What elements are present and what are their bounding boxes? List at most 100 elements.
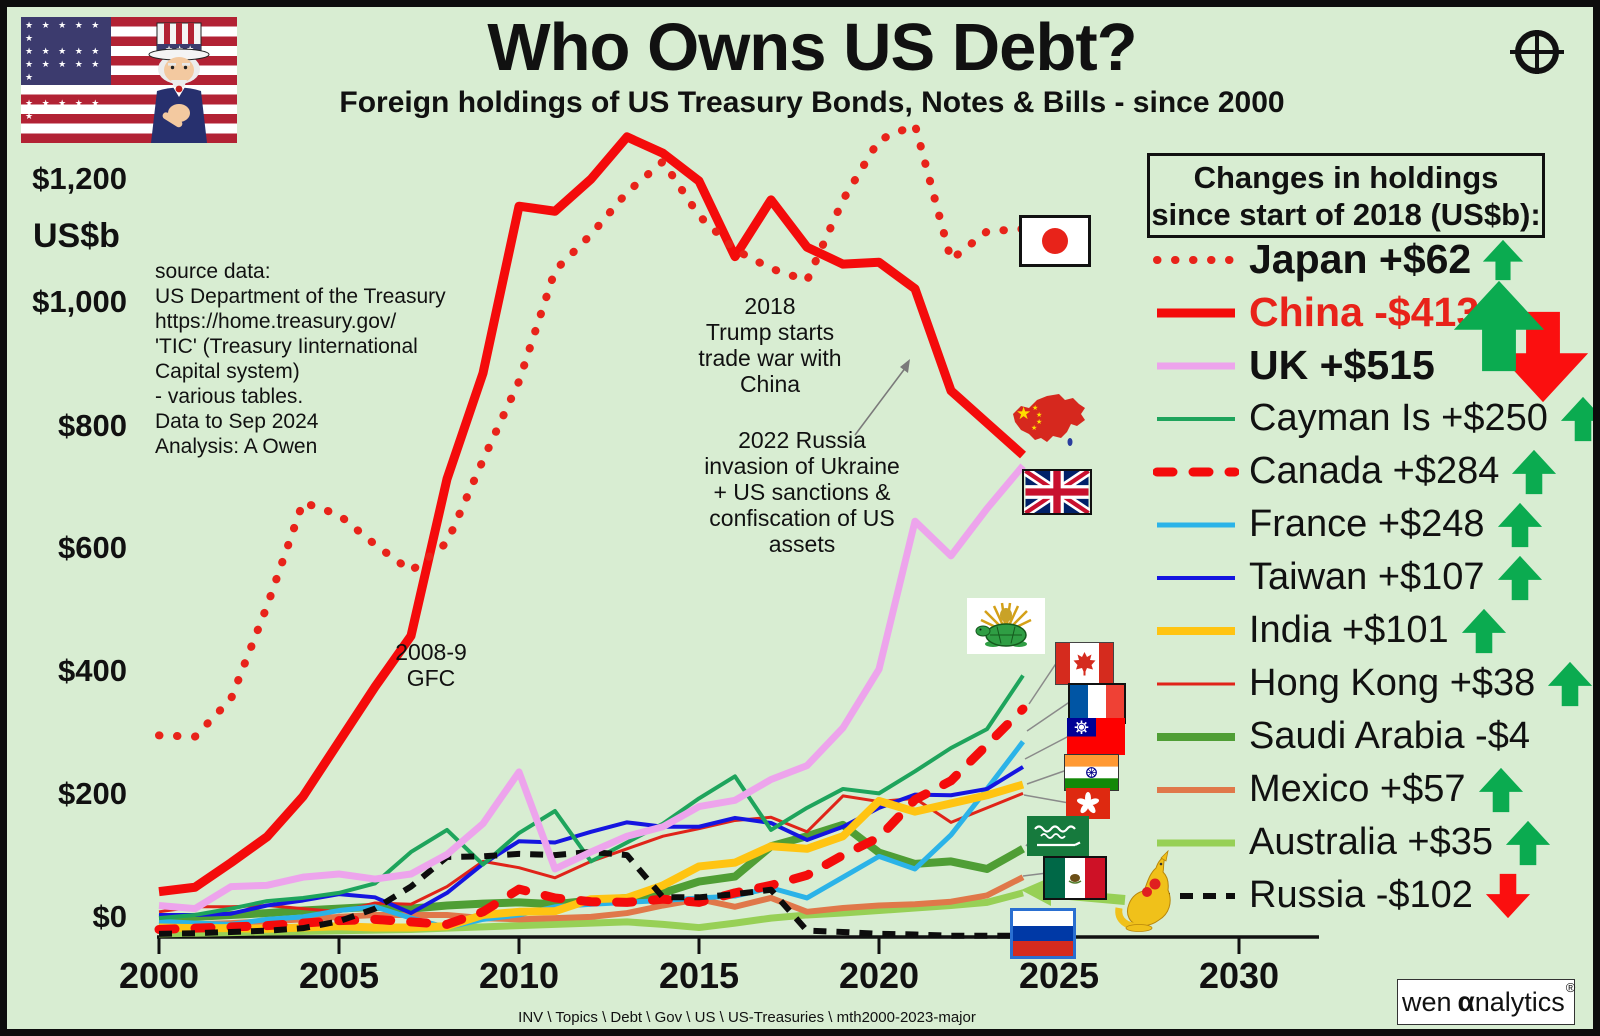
logo-alpha: α: [1457, 986, 1475, 1017]
x-axis-tick-label: 2000: [118, 955, 200, 996]
legend-line-sample: [1157, 733, 1235, 741]
logo-text-rest: nalytics: [1474, 986, 1565, 1017]
annotation-gfc: 2008-9 GFC: [395, 639, 467, 691]
legend-line-sample: [1153, 256, 1239, 264]
legend-item-japan: Japan +$62: [1153, 233, 1526, 286]
legend-label: China -$413: [1249, 289, 1480, 335]
series-line-canada: [154, 704, 1028, 934]
source-note-line: Data to Sep 2024: [155, 410, 319, 433]
saudi-arabia-flag-icon: [1027, 816, 1089, 856]
x-axis-tick-label: 2020: [838, 955, 920, 996]
y-axis-tick-label: $400: [58, 653, 127, 688]
legend-label: Japan +$62: [1249, 236, 1472, 282]
legend-arrow-up-icon: [1478, 767, 1523, 812]
legend-arrow-down-icon: [1485, 873, 1530, 918]
mexico-flag-icon: [1043, 856, 1107, 900]
page-subtitle: Foreign holdings of US Treasury Bonds, N…: [339, 86, 1285, 119]
page-title: Who Owns US Debt?: [487, 10, 1137, 85]
legend-line-sample: [1157, 522, 1235, 528]
legend-arrow-up-icon: [1497, 502, 1542, 547]
legend-line-sample: [1157, 362, 1235, 370]
legend-label: Hong Kong +$38: [1249, 662, 1536, 704]
legend-title: Changes in holdings since start of 2018 …: [1147, 153, 1545, 238]
australia-kangaroo-icon: [1111, 850, 1177, 932]
uk-flag-icon: [1022, 469, 1092, 515]
x-axis-tick-label: 2030: [1198, 955, 1280, 996]
legend-item-mexico: Mexico +$57: [1153, 763, 1527, 816]
logo-text-wen: wen: [1402, 986, 1452, 1017]
legend-line-sample: [1157, 682, 1235, 686]
y-axis-tick-label: $0: [92, 899, 127, 934]
svg-text:★: ★: [1031, 424, 1037, 432]
y-axis-tick-label: $800: [58, 408, 127, 443]
svg-text:★: ★: [1016, 404, 1031, 423]
legend-label: Saudi Arabia -$4: [1249, 715, 1530, 757]
legend-arrow-down-icon: [1498, 311, 1589, 402]
uncle-sam-icon: ★ ★ ★: [148, 22, 210, 143]
x-axis-tick-label: 2025: [1018, 955, 1100, 996]
legend-arrow-up-icon: [1483, 239, 1524, 280]
legend-line-sample: [1153, 467, 1239, 477]
flag-connector-line: [1028, 661, 1058, 705]
hong-kong-flag-icon: [1066, 788, 1110, 819]
y-axis-tick-label: $200: [58, 776, 127, 811]
legend-item-saudi: Saudi Arabia -$4: [1153, 710, 1530, 763]
legend-label: Canada +$284: [1249, 450, 1500, 492]
logo-registered-mark: ®: [1565, 980, 1576, 995]
cayman-turtle-icon: [967, 598, 1045, 654]
y-axis-tick-label: $600: [58, 530, 127, 565]
source-note: source data: US Department of the Treasur…: [155, 259, 446, 459]
legend-arrow-up-icon: [1453, 280, 1544, 371]
source-note-line: Capital system): [155, 360, 300, 383]
flag-connector-line: [1024, 735, 1070, 760]
legend-arrow-up-icon: [1505, 820, 1551, 865]
series-line-russia: [158, 848, 1023, 939]
legend-item-australia: Australia +$35: [1153, 816, 1554, 869]
source-note-line: - various tables.: [155, 385, 304, 408]
russia-flag-icon: [1010, 908, 1076, 959]
svg-text:★: ★: [1036, 411, 1042, 419]
legend-item-cayman: Cayman Is +$250: [1153, 392, 1593, 445]
legend-label: Cayman Is +$250: [1249, 397, 1548, 439]
source-note-line: 'TIC' (Treasury Iinternational: [155, 335, 418, 358]
legend-item-russia: Russia -$102: [1153, 869, 1534, 922]
annotation-arrow-line: [854, 366, 907, 436]
legend-line-sample: [1157, 627, 1235, 635]
france-flag-icon: [1068, 683, 1126, 724]
legend-line-sample: [1157, 839, 1235, 847]
legend-item-taiwan: Taiwan +$107: [1153, 551, 1546, 604]
legend-arrow-up-icon: [1560, 396, 1593, 441]
legend-item-hong: Hong Kong +$38: [1153, 657, 1593, 710]
legend-line-sample: [1157, 576, 1235, 580]
legend-arrow-up-icon: [1497, 555, 1542, 600]
canada-flag-icon: [1055, 642, 1114, 685]
japan-flag-icon: [1019, 215, 1091, 267]
legend-label: France +$248: [1249, 503, 1485, 545]
source-note-line: source data:: [155, 260, 271, 283]
flag-connector-line: [1026, 700, 1072, 732]
crosshair-target-icon: [1510, 30, 1564, 74]
y-axis-tick-label: $1,200: [32, 161, 127, 196]
series-line-taiwan: [159, 765, 1025, 917]
flag-connector-line: [1026, 769, 1068, 785]
legend-arrow-up-icon: [1512, 449, 1557, 494]
legend-item-france: France +$248: [1153, 498, 1546, 551]
x-axis-tick-label: 2015: [658, 955, 740, 996]
source-note-line: Analysis: A Owen: [155, 435, 318, 458]
x-axis-tick-label: 2005: [298, 955, 380, 996]
legend-item-india: India +$101: [1153, 604, 1510, 657]
chart-plot-area: [154, 120, 1319, 954]
us-flag-uncle-sam-image: ★ ★ ★ ★ ★ ★ ★ ★ ★ ★ ★ ★ ★ ★ ★ ★ ★ ★ ★ ★ ★ ★…: [21, 17, 237, 143]
taiwan-flag-icon: [1067, 718, 1125, 755]
owen-analytics-logo: wen α nalytics ®: [1397, 979, 1575, 1025]
flag-connector-line: [1023, 794, 1070, 804]
series-line-cayman-is: [158, 674, 1025, 921]
legend-label: Taiwan +$107: [1249, 556, 1485, 598]
legend-line-sample: [1157, 308, 1235, 318]
legend-label: Australia +$35: [1249, 821, 1493, 863]
annotation-arrow-head: [900, 359, 910, 373]
legend-label: India +$101: [1249, 609, 1449, 651]
us-flag-canton: ★ ★ ★ ★ ★ ★ ★ ★ ★ ★ ★ ★ ★ ★ ★ ★ ★ ★ ★ ★ ★ ★…: [21, 17, 111, 121]
annotation-trade-war: 2018 Trump starts trade war with China: [698, 293, 842, 397]
legend-arrow-up-icon: [1548, 661, 1593, 706]
